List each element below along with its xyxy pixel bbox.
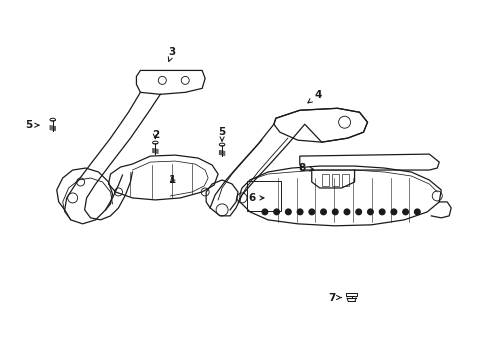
- Circle shape: [367, 209, 372, 215]
- Bar: [321, 174, 328, 186]
- Bar: [331, 174, 338, 186]
- Text: 8: 8: [298, 163, 313, 173]
- Text: 3: 3: [168, 48, 176, 61]
- Circle shape: [273, 209, 279, 215]
- Circle shape: [308, 209, 314, 215]
- FancyBboxPatch shape: [346, 293, 356, 296]
- Ellipse shape: [50, 118, 55, 121]
- Text: 6: 6: [248, 193, 264, 203]
- Bar: [341, 174, 348, 186]
- Circle shape: [332, 209, 337, 215]
- Circle shape: [355, 209, 361, 215]
- Text: 2: 2: [151, 130, 159, 140]
- Circle shape: [379, 209, 384, 215]
- Circle shape: [297, 209, 302, 215]
- Circle shape: [390, 209, 396, 215]
- Text: 1: 1: [168, 175, 176, 185]
- Circle shape: [262, 209, 267, 215]
- Text: 5: 5: [218, 127, 225, 141]
- Ellipse shape: [219, 143, 224, 146]
- Circle shape: [344, 209, 349, 215]
- Ellipse shape: [152, 141, 158, 144]
- Circle shape: [285, 209, 290, 215]
- Circle shape: [402, 209, 407, 215]
- Circle shape: [414, 209, 419, 215]
- Circle shape: [320, 209, 325, 215]
- Text: 7: 7: [327, 293, 341, 302]
- Text: 5: 5: [25, 120, 39, 130]
- Text: 4: 4: [307, 90, 321, 103]
